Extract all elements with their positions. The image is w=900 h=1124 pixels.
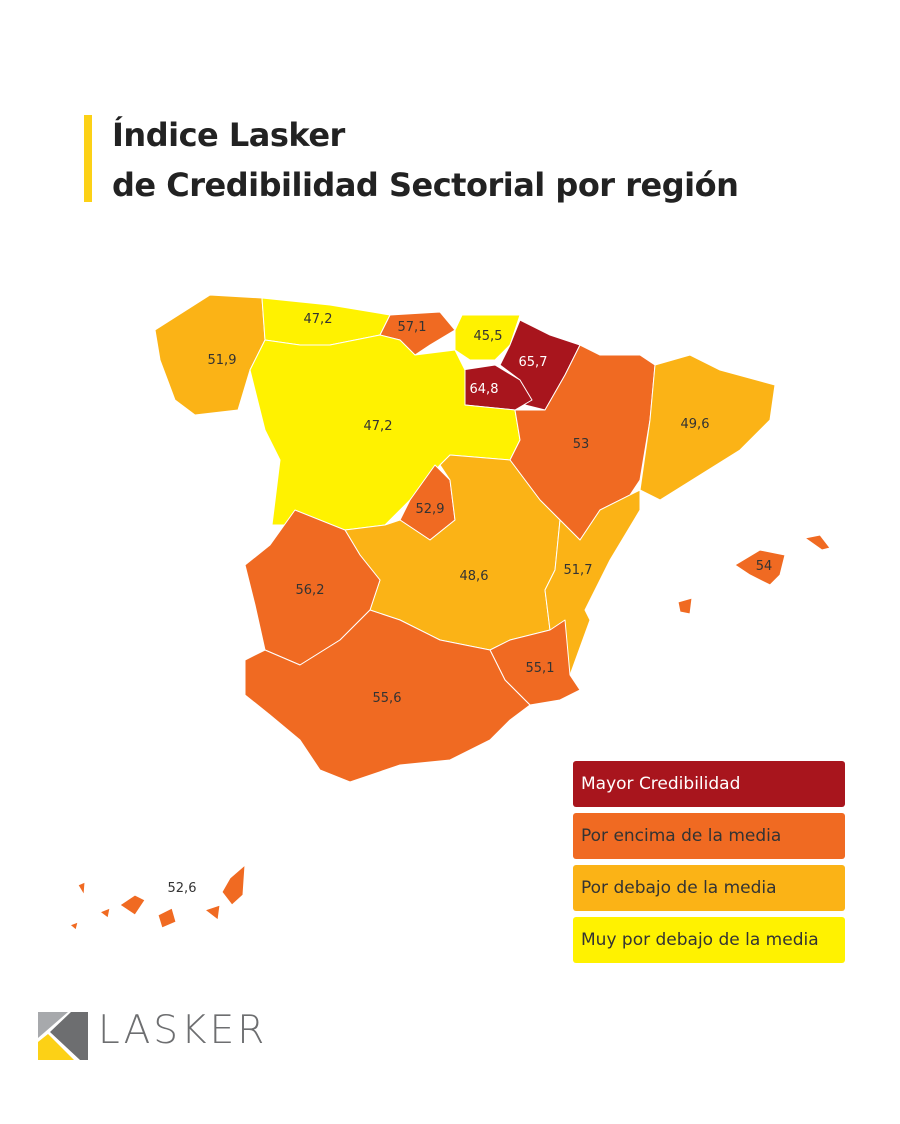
region-shape	[154, 294, 266, 416]
region-value-label: 65,7	[519, 355, 548, 370]
region-value-label: 55,6	[373, 691, 402, 706]
region-value-label: 51,9	[208, 353, 237, 368]
region-value-label: 47,2	[364, 419, 393, 434]
region	[677, 534, 831, 615]
region-shape	[454, 314, 521, 361]
title-line-1: Índice Lasker	[112, 116, 345, 154]
region-shape	[677, 597, 693, 615]
region-shape	[69, 921, 79, 931]
region-value-label: 54	[756, 559, 773, 574]
title-accent-bar	[84, 115, 92, 202]
region-value-label: 55,1	[526, 661, 555, 676]
region-value-label: 51,7	[564, 563, 593, 578]
region	[454, 314, 521, 361]
legend-item-debajo: Por debajo de la media	[573, 865, 845, 911]
region-value-label: 64,8	[470, 382, 499, 397]
region-shape	[157, 907, 177, 929]
region	[154, 294, 266, 416]
legend: Mayor Credibilidad Por encima de la medi…	[573, 761, 845, 969]
legend-item-mayor: Mayor Credibilidad	[573, 761, 845, 807]
region-value-label: 52,6	[168, 881, 197, 896]
region-shape	[499, 319, 581, 411]
region-label-background	[162, 879, 202, 899]
region-shape	[221, 864, 246, 906]
region-shape	[489, 619, 581, 706]
region-value-label: 57,1	[398, 320, 427, 335]
region-value-label: 56,2	[296, 583, 325, 598]
logo-text: LASKER	[98, 1008, 268, 1053]
region-shape	[734, 549, 786, 586]
region-value-label: 47,2	[304, 312, 333, 327]
region-shape	[204, 904, 221, 921]
lasker-logo-icon	[38, 1012, 88, 1060]
region	[244, 609, 531, 783]
region-value-label: 49,6	[681, 417, 710, 432]
region	[499, 319, 581, 411]
region-shape	[77, 881, 86, 896]
region-value-label: 52,9	[416, 502, 445, 517]
page-title: Índice Lasker de Credibilidad Sectorial …	[112, 110, 739, 210]
legend-item-encima: Por encima de la media	[573, 813, 845, 859]
region-shape	[244, 609, 531, 783]
region-shape	[99, 907, 111, 919]
legend-item-muy-debajo: Muy por debajo de la media	[573, 917, 845, 963]
region-shape	[804, 534, 831, 551]
region-shape	[119, 894, 146, 916]
region-value-label: 45,5	[474, 329, 503, 344]
region-value-label: 53	[573, 437, 590, 452]
region	[639, 354, 776, 501]
region	[489, 619, 581, 706]
region	[69, 864, 246, 931]
region-value-label: 48,6	[460, 569, 489, 584]
region-shape	[639, 354, 776, 501]
title-line-2: de Credibilidad Sectorial por región	[112, 166, 739, 204]
